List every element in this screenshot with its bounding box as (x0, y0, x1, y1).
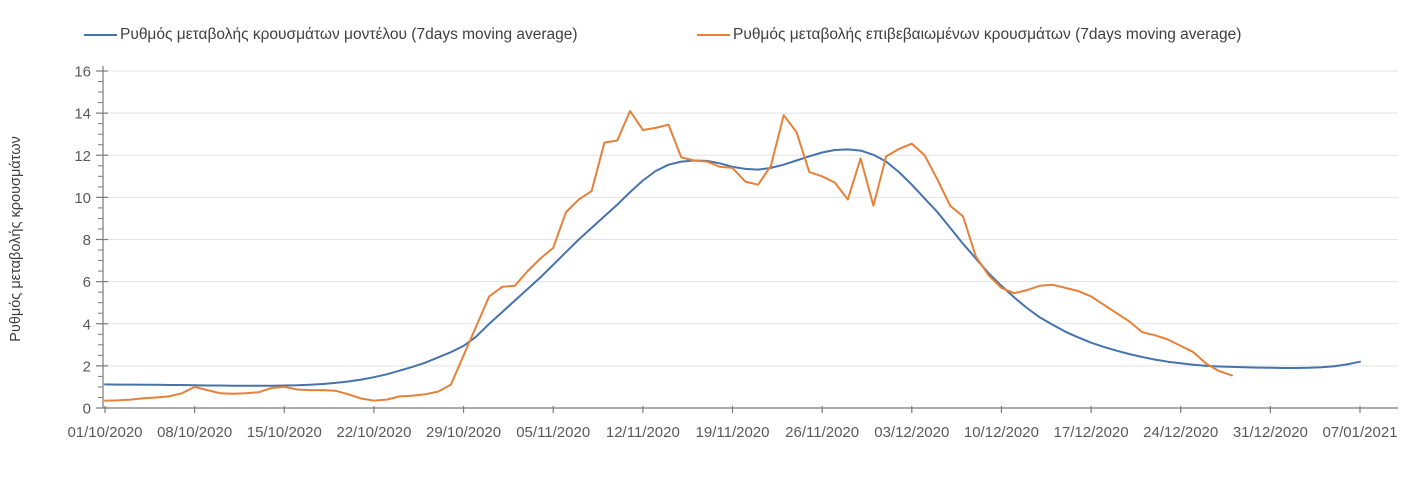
x-tick-label: 05/11/2020 (516, 424, 590, 441)
y-tick-label: 2 (83, 358, 91, 375)
x-tick-label: 07/01/2021 (1322, 424, 1397, 441)
legend-line-swatch-confirmed (697, 34, 730, 36)
x-tick-label: 22/10/2020 (336, 424, 411, 441)
y-tick-label: 16 (74, 64, 91, 81)
y-tick-label: 4 (83, 316, 91, 333)
x-tick-label: 31/12/2020 (1233, 424, 1308, 441)
legend-line-swatch-model (84, 34, 117, 36)
x-tick-labels: 01/10/2020 08/10/2020 15/10/2020 22/10/2020… (67, 424, 1397, 441)
legend-label-confirmed: Ρυθμός μεταβολής επιβεβαιωμένων κρουσμάτ… (733, 26, 1242, 43)
series-line-confirmed (104, 110, 1233, 402)
x-tick-label: 17/12/2020 (1054, 424, 1129, 441)
legend-item-confirmed: Ρυθμός μεταβολής επιβεβαιωμένων κρουσμάτ… (697, 26, 1241, 44)
series-line-model (104, 148, 1361, 387)
y-axis-ticks (96, 70, 108, 409)
x-tick-label: 26/11/2020 (785, 424, 859, 441)
x-tick-label: 12/11/2020 (606, 424, 680, 441)
y-tick-label: 0 (83, 401, 91, 418)
y-tick-label: 14 (74, 106, 91, 123)
y-tick-label: 8 (83, 232, 91, 249)
chart-legend: Ρυθμός μεταβολής κρουσμάτων μοντέλου (7d… (0, 0, 1405, 56)
x-tick-label: 29/10/2020 (426, 424, 501, 441)
y-tick-labels: 0 2 4 6 8 10 12 14 16 (74, 64, 91, 418)
y-tick-label: 6 (83, 274, 91, 291)
x-tick-label: 01/10/2020 (67, 424, 142, 441)
gridlines (103, 70, 1398, 367)
legend-item-model: Ρυθμός μεταβολής κρουσμάτων μοντέλου (7d… (84, 26, 578, 44)
x-tick-label: 10/12/2020 (964, 424, 1039, 441)
x-tick-label: 08/10/2020 (157, 424, 232, 441)
y-tick-label: 12 (74, 148, 91, 165)
legend-label-model: Ρυθμός μεταβολής κρουσμάτων μοντέλου (7d… (120, 26, 578, 43)
x-tick-label: 19/11/2020 (696, 424, 770, 441)
x-tick-label: 15/10/2020 (247, 424, 322, 441)
x-axis-ticks (104, 406, 1361, 413)
y-tick-label: 10 (74, 190, 91, 207)
x-tick-label: 24/12/2020 (1143, 424, 1218, 441)
x-tick-label: 03/12/2020 (874, 424, 949, 441)
